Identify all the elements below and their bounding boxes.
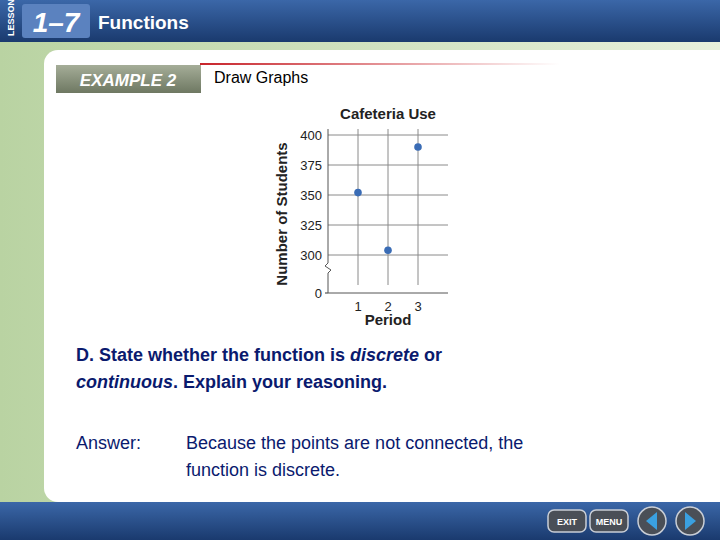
answer-label: Answer: <box>76 433 141 453</box>
footer-bar <box>0 502 720 540</box>
y-axis-line <box>328 129 329 263</box>
question-text: continuous <box>76 372 173 392</box>
forward-button[interactable] <box>676 507 704 535</box>
nav-button[interactable] <box>548 510 586 532</box>
question-text: discrete <box>350 345 419 365</box>
chart-title: Cafeteria Use <box>340 105 436 122</box>
x-axis-line <box>328 293 448 294</box>
y-tick-label: 0 <box>315 286 322 301</box>
x-tick-label: 2 <box>384 299 391 314</box>
point <box>384 246 392 254</box>
y-tick-label: 350 <box>300 188 322 203</box>
y-axis-label: Number of Students <box>273 142 290 285</box>
slide: LESSON 1–7 Functions EXAMPLE 2 Draw Graphs Ca… <box>0 0 720 540</box>
question-line: D. State whether the function is discret… <box>76 345 442 365</box>
question-text: . Explain your reasoning. <box>173 372 387 392</box>
axis-break <box>325 263 331 293</box>
nav-button[interactable] <box>590 510 628 532</box>
lesson-title: Functions <box>98 12 189 33</box>
question-line: continuous. Explain your reasoning. <box>76 372 387 392</box>
x-tick-label: 1 <box>354 299 361 314</box>
example-title: Draw Graphs <box>214 69 308 86</box>
arrow-icon <box>685 512 696 530</box>
question-text: or <box>419 345 442 365</box>
example-tab <box>56 65 201 93</box>
nav-button-label: EXIT <box>557 517 578 527</box>
answer-text: Because the points are not connected, th… <box>186 433 523 453</box>
chart: Cafeteria UsePeriodNumber of Students030… <box>273 105 448 328</box>
slide-root: LESSON 1–7 Functions EXAMPLE 2 Draw Graphs Ca… <box>0 0 720 540</box>
grid-line <box>388 129 389 285</box>
y-tick-label: 400 <box>300 128 322 143</box>
lesson-number: 1–7 <box>33 7 81 38</box>
y-tick-label: 325 <box>300 218 322 233</box>
grid-line <box>418 129 419 285</box>
content-panel <box>44 50 720 502</box>
point <box>414 143 422 151</box>
red-rule <box>200 63 560 65</box>
lesson-label: LESSON <box>6 0 16 36</box>
example-label: EXAMPLE 2 <box>80 71 177 90</box>
point <box>354 189 362 197</box>
data-points <box>354 143 422 254</box>
back-button[interactable] <box>638 507 666 535</box>
header-bar <box>0 0 720 42</box>
y-tick-label: 375 <box>300 158 322 173</box>
x-tick-label: 3 <box>414 299 421 314</box>
y-tick-label: 300 <box>300 248 322 263</box>
grid-line <box>358 129 359 285</box>
nav-button-label: MENU <box>596 517 623 527</box>
answer-text: function is discrete. <box>186 460 340 480</box>
question-text: D. State whether the function is <box>76 345 350 365</box>
lesson-number-box <box>22 4 90 38</box>
arrow-icon <box>646 512 657 530</box>
